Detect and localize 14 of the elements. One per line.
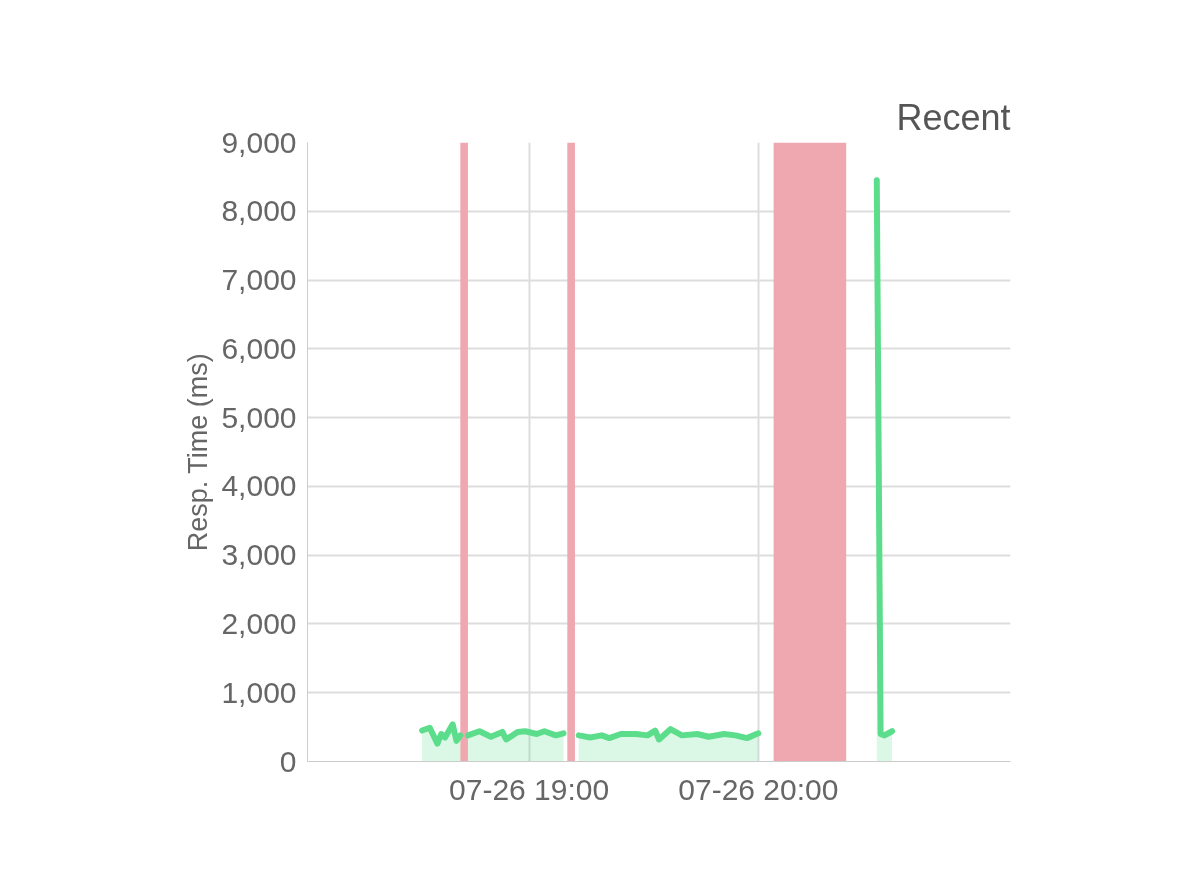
y-tick-label: 7,000 bbox=[221, 263, 297, 297]
y-tick-label: 2,000 bbox=[221, 606, 297, 640]
y-tick-label: 3,000 bbox=[221, 538, 297, 572]
y-axis-title: Resp. Time (ms) bbox=[183, 353, 214, 552]
y-tick-label: 4,000 bbox=[221, 469, 297, 503]
y-tick-label: 9,000 bbox=[221, 125, 297, 159]
y-tick-label: 6,000 bbox=[221, 331, 297, 365]
x-tick-label: 07-26 20:00 bbox=[678, 772, 839, 806]
x-tick-label: 07-26 19:00 bbox=[449, 772, 610, 806]
text: Recent bbox=[896, 96, 1011, 138]
y-tick-label: 8,000 bbox=[221, 194, 297, 228]
y-tick-label: 1,000 bbox=[221, 675, 297, 709]
y-tick-label: 0 bbox=[279, 744, 297, 778]
y-tick-label: 5,000 bbox=[221, 400, 297, 434]
